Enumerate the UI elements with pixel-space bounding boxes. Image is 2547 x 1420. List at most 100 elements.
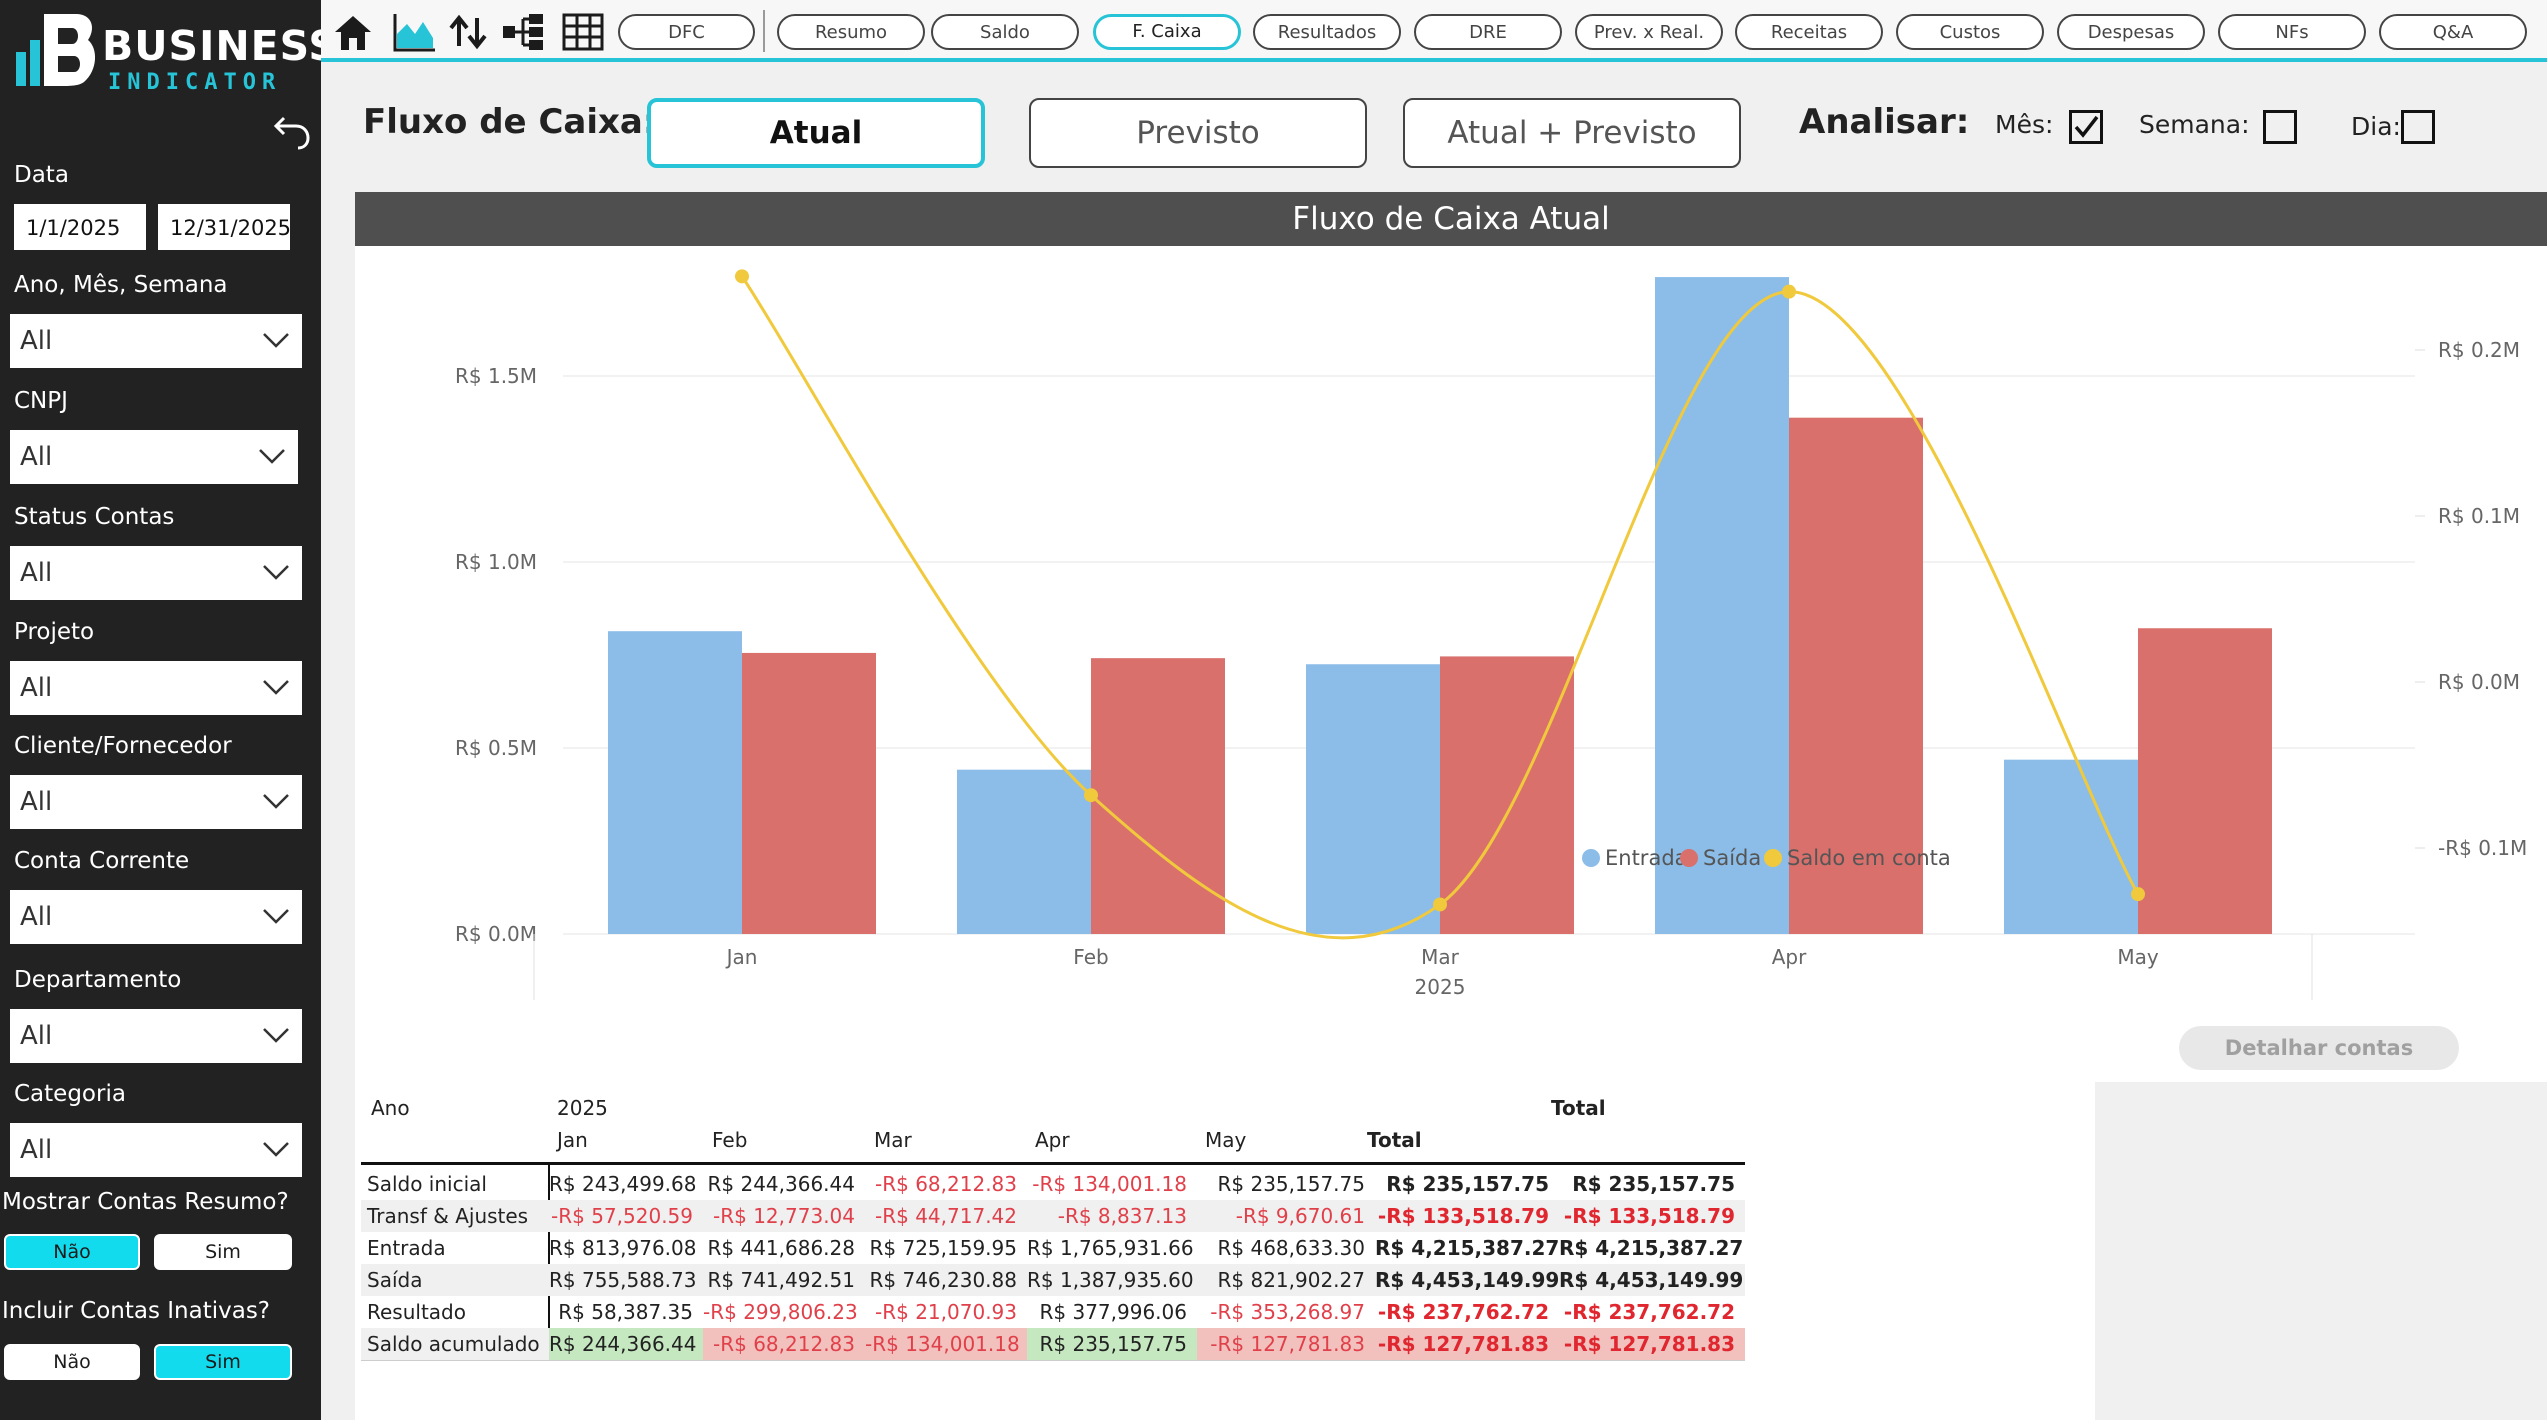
mode-atual-button[interactable]: Atual — [647, 98, 985, 168]
departamento-dropdown[interactable]: All — [10, 1009, 302, 1063]
back-arrow-icon[interactable] — [272, 110, 312, 150]
chevron-down-icon — [263, 333, 289, 348]
cnpj-dropdown[interactable]: All — [10, 430, 298, 484]
bar-entrada[interactable] — [608, 631, 742, 934]
matrix-cell: -R$ 21,070.93 — [875, 1300, 1017, 1324]
bar-entrada[interactable] — [1306, 664, 1440, 934]
matrix-cell: R$ 235,157.75 — [1572, 1172, 1735, 1196]
chart-legend: Entrada Saída Saldo em conta — [1582, 846, 1951, 870]
resumo-no-button[interactable]: Não — [4, 1234, 140, 1270]
ano-m-s-semana-dropdown[interactable]: All — [10, 314, 302, 368]
nav-tab-saldo[interactable]: Saldo — [931, 14, 1079, 50]
categoria-dropdown[interactable]: All — [10, 1123, 302, 1177]
matrix-cell: R$ 821,902.27 — [1217, 1268, 1366, 1292]
matrix-row-label: Transf & Ajustes — [367, 1204, 529, 1228]
point-saldo-em-conta[interactable] — [1433, 897, 1447, 912]
ano-m-s-semana-selected-value: All — [20, 326, 53, 356]
matrix-row-label: Saldo inicial — [367, 1172, 487, 1196]
bar-entrada[interactable] — [957, 769, 1091, 934]
projeto-dropdown[interactable]: All — [10, 661, 302, 715]
y-right-tick-label: R$ 0.2M — [2438, 338, 2520, 362]
mes-checkbox[interactable] — [2069, 110, 2103, 144]
inativas-toggle-label: Incluir Contas Inativas? — [2, 1298, 271, 1324]
matrix-cell: -R$ 44,717.42 — [875, 1204, 1017, 1228]
point-saldo-em-conta[interactable] — [735, 269, 749, 284]
mes-label: Mês: — [1995, 110, 2054, 139]
y-right-tick-label: -R$ 0.1M — [2438, 836, 2527, 860]
matrix-grand-total-header: Total — [1551, 1096, 1606, 1120]
nav-tab-custos[interactable]: Custos — [1896, 14, 2044, 50]
matrix-cell: -R$ 133,518.79 — [1377, 1204, 1549, 1228]
semana-checkbox[interactable] — [2263, 110, 2297, 144]
categoria-label: Categoria — [14, 1081, 126, 1107]
bar-saida[interactable] — [742, 652, 876, 934]
matrix-month-header: Mar — [874, 1128, 912, 1152]
nav-tab-despesas[interactable]: Despesas — [2057, 14, 2205, 50]
point-saldo-em-conta[interactable] — [1782, 284, 1796, 299]
conta-corrente-label: Conta Corrente — [14, 848, 190, 874]
y-left-tick-label: R$ 0.0M — [455, 922, 537, 946]
nav-tab-q-a[interactable]: Q&A — [2379, 14, 2527, 50]
point-saldo-em-conta[interactable] — [2131, 887, 2145, 902]
mode-atual-previsto-button[interactable]: Atual + Previsto — [1403, 98, 1741, 168]
y-left-tick-label: R$ 0.5M — [455, 736, 537, 760]
area-chart-icon[interactable] — [393, 12, 437, 52]
bar-entrada[interactable] — [1655, 277, 1789, 934]
resumo-yes-button[interactable]: Sim — [154, 1234, 292, 1270]
conta-corrente-selected-value: All — [20, 902, 53, 932]
chevron-down-icon — [263, 565, 289, 580]
bar-saida[interactable] — [1091, 658, 1225, 934]
matrix-cell: R$ 4,215,387.27 — [1559, 1236, 1744, 1260]
matrix-year-total-header: Total — [1367, 1128, 1422, 1152]
point-saldo-em-conta[interactable] — [1084, 788, 1098, 803]
matrix-cell: R$ 441,686.28 — [707, 1236, 856, 1260]
matrix-cell: -R$ 127,781.83 — [1197, 1328, 1375, 1360]
chevron-down-icon — [263, 794, 289, 809]
date-start-input[interactable]: 1/1/2025 — [14, 204, 146, 250]
cliente-fornecedor-dropdown[interactable]: All — [10, 775, 302, 829]
chevron-down-icon — [263, 680, 289, 695]
bar-saida[interactable] — [1789, 417, 1923, 934]
nav-tab-resumo[interactable]: Resumo — [777, 14, 925, 50]
dia-checkbox[interactable] — [2401, 110, 2435, 144]
status-contas-dropdown[interactable]: All — [10, 546, 302, 600]
bar-saida[interactable] — [1440, 656, 1574, 934]
hierarchy-icon[interactable] — [501, 12, 545, 52]
detalhar-contas-button[interactable]: Detalhar contas — [2179, 1026, 2459, 1070]
matrix-row-label: Resultado — [367, 1300, 466, 1324]
nav-tab-f-caixa[interactable]: F. Caixa — [1093, 14, 1241, 50]
inativas-yes-button[interactable]: Sim — [154, 1344, 292, 1380]
matrix-cell: R$ 243,499.68 — [549, 1172, 697, 1196]
table-grid-icon[interactable] — [561, 12, 605, 52]
matrix-column-divider — [548, 1165, 550, 1357]
chevron-down-icon — [263, 1028, 289, 1043]
matrix-cell: R$ 377,996.06 — [1039, 1300, 1188, 1324]
semana-label: Semana: — [2139, 110, 2250, 139]
nav-tab-resultados[interactable]: Resultados — [1253, 14, 1401, 50]
nav-separator — [763, 10, 765, 52]
categoria-selected-value: All — [20, 1135, 53, 1165]
nav-tab-receitas[interactable]: Receitas — [1735, 14, 1883, 50]
conta-corrente-dropdown[interactable]: All — [10, 890, 302, 944]
matrix-cell: R$ 4,453,149.99 — [1375, 1268, 1560, 1292]
date-end-input[interactable]: 12/31/2025 — [158, 204, 291, 250]
status-contas-selected-value: All — [20, 558, 53, 588]
bar-saida[interactable] — [2138, 628, 2272, 934]
matrix-cell: R$ 235,157.75 — [1386, 1172, 1549, 1196]
nav-tab-nfs[interactable]: NFs — [2218, 14, 2366, 50]
x-tick-label: May — [2117, 945, 2159, 969]
up-down-arrows-icon[interactable] — [447, 12, 491, 52]
nav-tab-dfc[interactable]: DFC — [618, 14, 755, 50]
nav-tab-prev-x-real[interactable]: Prev. x Real. — [1575, 14, 1723, 50]
mode-previsto-button[interactable]: Previsto — [1029, 98, 1367, 168]
projeto-selected-value: All — [20, 673, 53, 703]
x-year-label: 2025 — [1415, 975, 1466, 999]
inativas-no-button[interactable]: Não — [4, 1344, 140, 1380]
matrix-cell: R$ 746,230.88 — [869, 1268, 1018, 1292]
matrix-cell: R$ 741,492.51 — [707, 1268, 856, 1292]
home-icon[interactable] — [331, 12, 375, 52]
top-navigation: DFC Resumo Saldo F. Caixa Resultados DRE Prev.… — [321, 0, 2547, 62]
chevron-down-icon — [259, 449, 285, 464]
bar-entrada[interactable] — [2004, 759, 2138, 934]
nav-tab-dre[interactable]: DRE — [1414, 14, 1562, 50]
